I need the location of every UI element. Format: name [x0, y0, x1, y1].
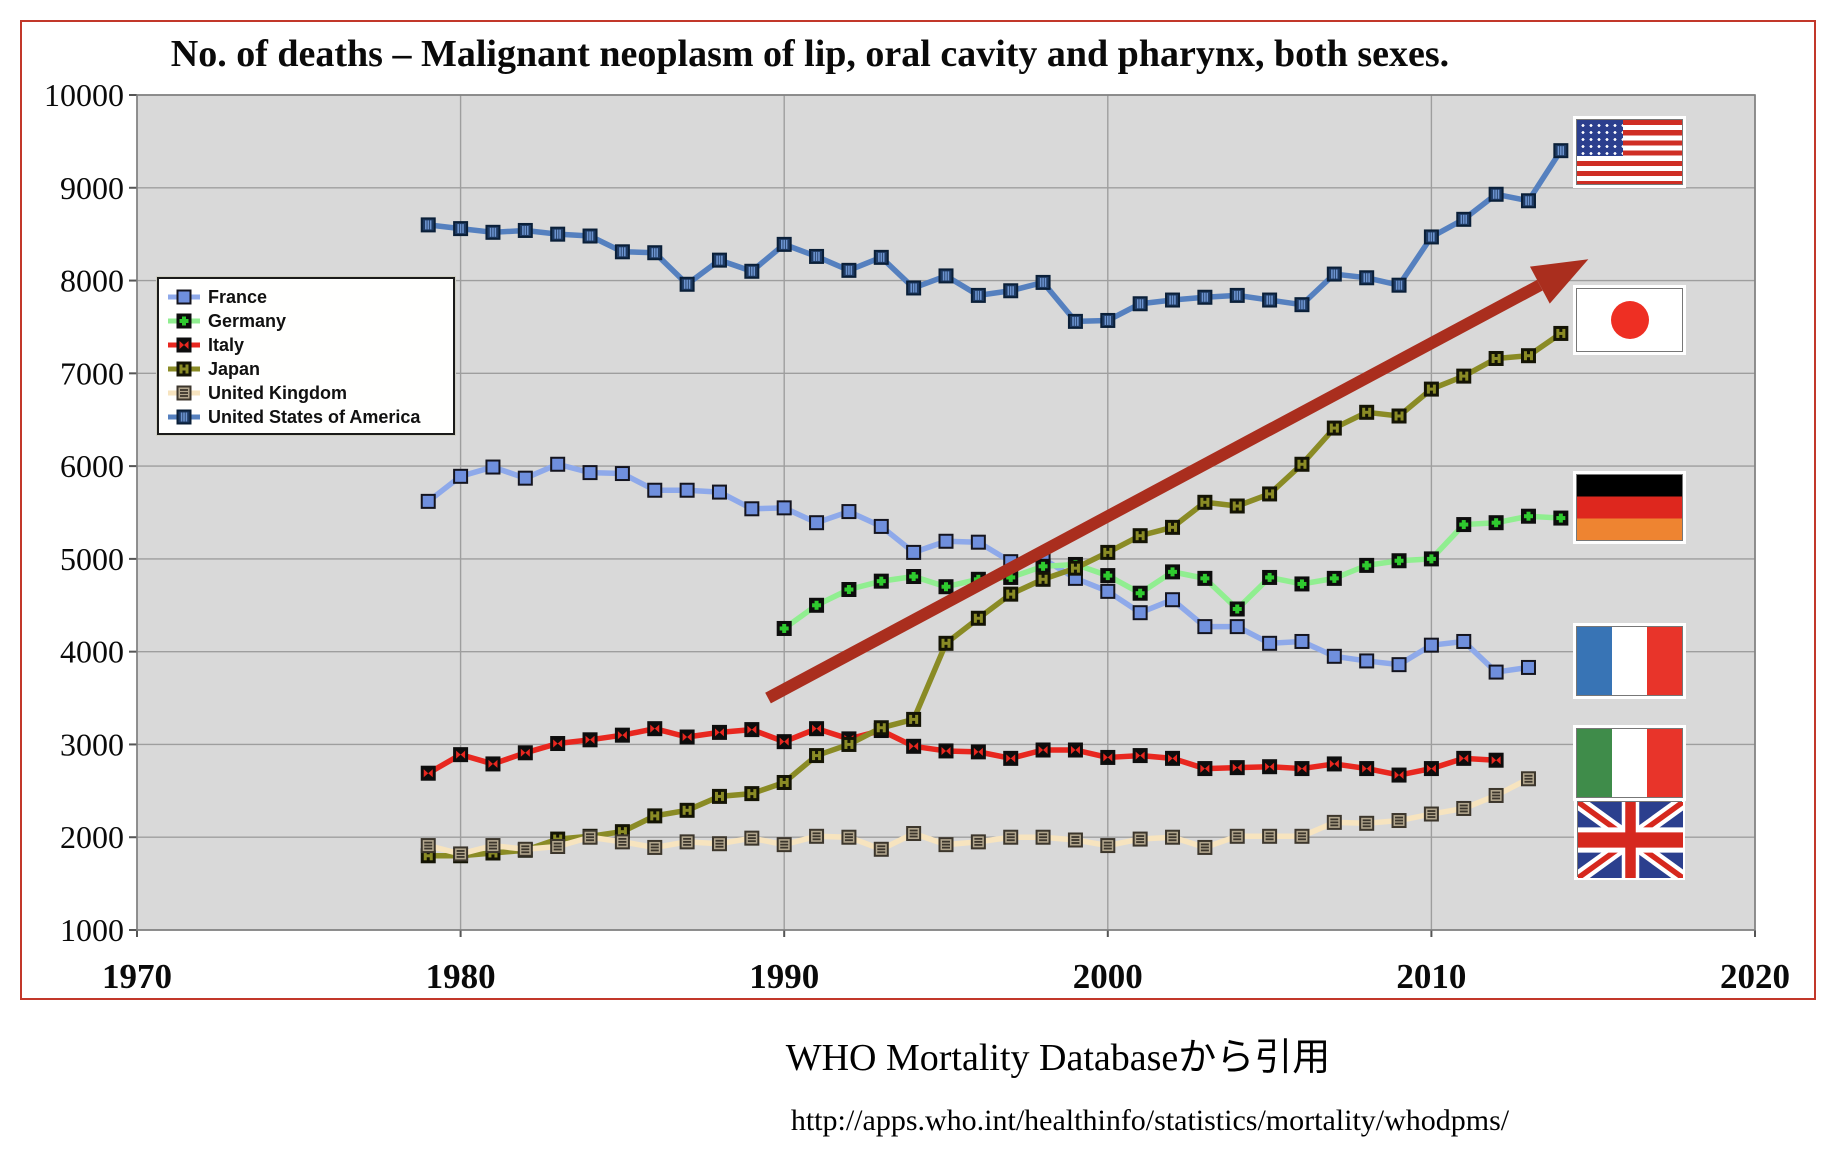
legend-label: Italy — [208, 334, 245, 355]
svg-text:9000: 9000 — [60, 170, 124, 206]
svg-text:3000: 3000 — [60, 726, 124, 762]
legend-item-japan: Japan — [167, 357, 453, 381]
svg-text:7000: 7000 — [60, 355, 124, 391]
svg-text:2010: 2010 — [1396, 957, 1466, 996]
germany-flag-icon — [1576, 474, 1683, 541]
svg-text:6000: 6000 — [60, 448, 124, 484]
legend-label: Japan — [208, 358, 261, 379]
series-italy — [420, 721, 1504, 783]
plot-border — [136, 94, 1756, 931]
svg-text:1980: 1980 — [426, 957, 496, 996]
svg-text:2000: 2000 — [1073, 957, 1143, 996]
legend-item-france: France — [167, 285, 453, 309]
svg-text:10000: 10000 — [44, 77, 124, 113]
svg-text:1990: 1990 — [749, 957, 819, 996]
legend-label: France — [208, 286, 268, 307]
svg-text:4000: 4000 — [60, 634, 124, 670]
france-flag-icon — [1576, 626, 1683, 696]
legend-item-germany: Germany — [167, 309, 453, 333]
legend-marker-icon — [168, 409, 200, 425]
x-axis-labels: 1970 1980 1990 2000 2010 2020 — [102, 930, 1790, 996]
legend-label: United States of America — [208, 406, 421, 427]
legend-label: Germany — [208, 310, 287, 331]
legend: France Germany Italy Japan United Kingdom Uni… — [157, 277, 455, 435]
japan-flag-icon — [1576, 288, 1683, 352]
svg-text:1000: 1000 — [60, 912, 124, 948]
svg-text:5000: 5000 — [60, 541, 124, 577]
plot-area — [137, 95, 1755, 930]
series-united-kingdom — [420, 771, 1536, 862]
chart-plot: 1000 2000 3000 4000 5000 6000 7000 8000 9000 1000… — [44, 77, 1790, 996]
uk-flag-icon — [1577, 801, 1683, 878]
source-url: http://apps.who.int/healthinfo/statistic… — [790, 1104, 1510, 1137]
legend-item-united-kingdom: United Kingdom — [167, 381, 453, 405]
svg-text:8000: 8000 — [60, 263, 124, 299]
usa-flag-icon — [1576, 119, 1683, 185]
legend-marker-icon — [168, 289, 200, 305]
legend-item-united-states-of-america: United States of America — [167, 405, 453, 429]
source-caption: WHO Mortality Databaseから引用 — [785, 1037, 1331, 1079]
svg-text:2000: 2000 — [60, 819, 124, 855]
series-united-states-of-america — [420, 143, 1569, 329]
legend-item-italy: Italy — [167, 333, 453, 357]
legend-label: United Kingdom — [208, 382, 347, 403]
svg-text:2020: 2020 — [1720, 957, 1790, 996]
legend-marker-icon — [168, 385, 200, 401]
italy-flag-icon — [1576, 728, 1683, 798]
legend-marker-icon — [168, 313, 200, 329]
series-france — [420, 456, 1536, 680]
legend-marker-icon — [168, 337, 200, 353]
legend-marker-icon — [168, 361, 200, 377]
chart-frame-border — [20, 20, 1816, 1000]
trend-arrow — [765, 259, 1589, 704]
y-axis-labels: 1000 2000 3000 4000 5000 6000 7000 8000 9000 1000… — [44, 77, 137, 948]
svg-text:1970: 1970 — [102, 957, 172, 996]
chart-title: No. of deaths – Malignant neoplasm of li… — [170, 33, 1450, 75]
